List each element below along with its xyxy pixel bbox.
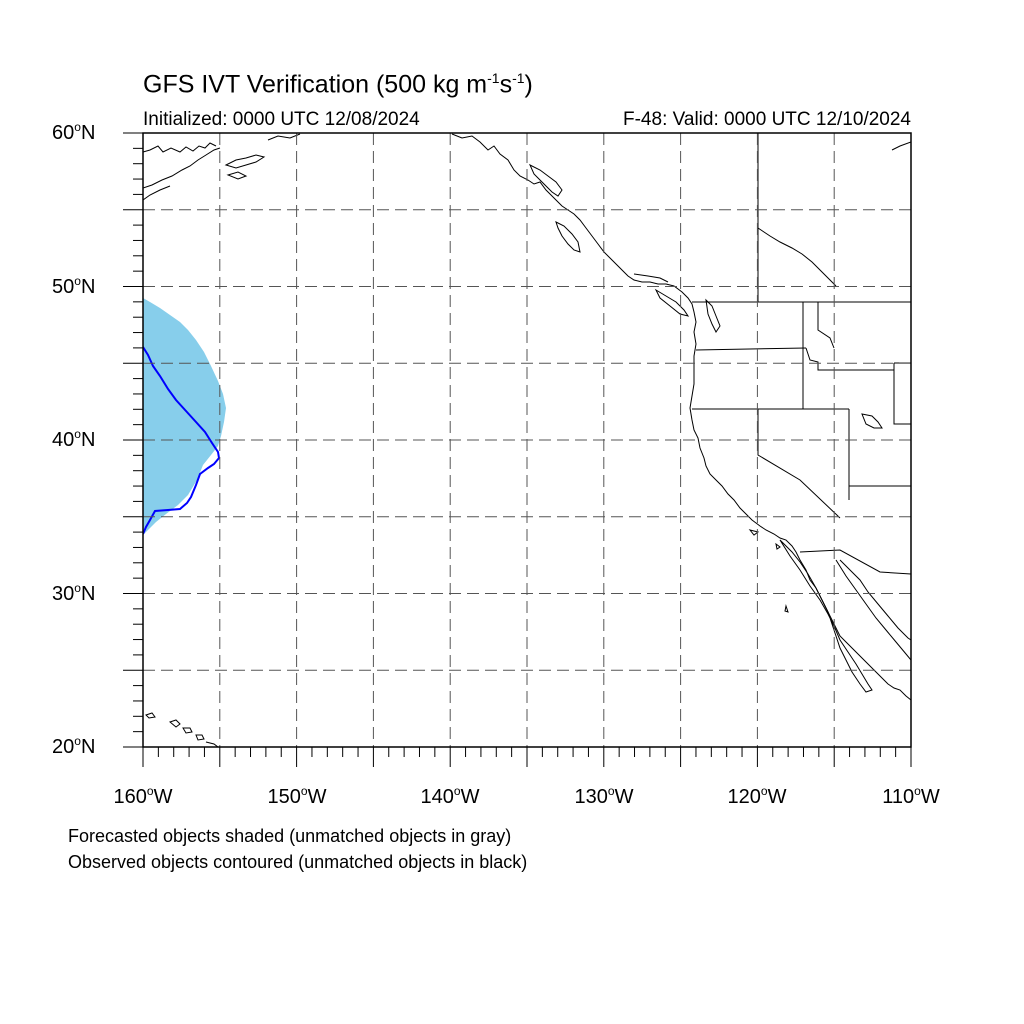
- coastlines: [143, 133, 911, 747]
- lat-label-40n: 40oN: [52, 427, 96, 451]
- lat-label-60n: 60oN: [52, 120, 96, 144]
- lat-label-20n: 20oN: [52, 734, 96, 758]
- observed-object-contour: [143, 346, 221, 535]
- lat-label-30n: 30oN: [52, 581, 96, 605]
- lon-label-160w: 160oW: [113, 784, 173, 808]
- lon-label-150w: 150oW: [267, 784, 327, 808]
- figure-title: GFS IVT Verification (500 kg m-1s-1): [143, 70, 533, 99]
- lat-label-50n: 50oN: [52, 274, 96, 298]
- grid-lines: [143, 133, 911, 747]
- initialized-time: Initialized: 0000 UTC 12/08/2024: [143, 109, 420, 130]
- legend-observed-note: Observed objects contoured (unmatched ob…: [68, 852, 528, 872]
- lon-label-140w: 140oW: [420, 784, 480, 808]
- forecast-object-shaded: [143, 298, 226, 535]
- political-borders: [692, 133, 911, 575]
- valid-time: F-48: Valid: 0000 UTC 12/10/2024: [623, 109, 911, 130]
- plot-frame: [142, 132, 912, 748]
- legend-forecast-note: Forecasted objects shaded (unmatched obj…: [68, 826, 512, 846]
- lon-label-130w: 130oW: [574, 784, 634, 808]
- axis-ticks: [123, 132, 912, 767]
- lon-label-110w: 110oW: [882, 784, 940, 808]
- lon-label-120w: 120oW: [727, 784, 787, 808]
